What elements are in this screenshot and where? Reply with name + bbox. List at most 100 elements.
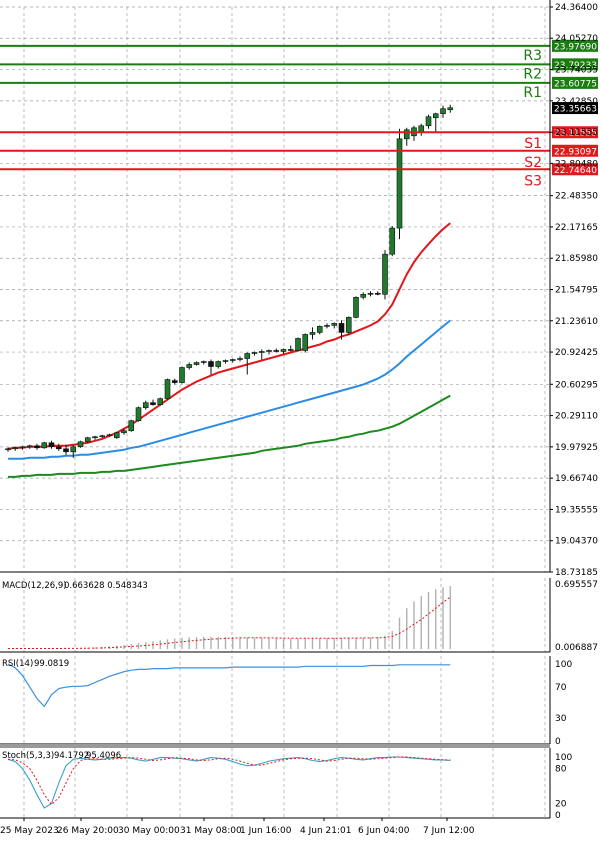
candle xyxy=(106,433,113,437)
candle-body-bull xyxy=(19,446,26,449)
support-value-s1: 23.11555 xyxy=(554,129,597,139)
candle xyxy=(128,419,135,432)
candle-body-bear xyxy=(150,402,156,405)
resistance-value-r2: 23.79233 xyxy=(554,61,597,71)
price-tick-label: 22.17165 xyxy=(555,223,598,233)
price-tick-label: 21.85980 xyxy=(555,254,598,264)
candle-body-bull xyxy=(92,436,98,439)
support-label-s1: S1 xyxy=(524,136,542,152)
price-tick-label: 19.66740 xyxy=(555,474,598,484)
candle xyxy=(389,226,396,257)
price-tick-label: 22.80480 xyxy=(555,159,598,169)
candle-body-bull xyxy=(389,227,396,255)
rsi-axis-label: 100 xyxy=(555,660,572,670)
resistance-label-r2: R2 xyxy=(523,66,542,82)
candle-body-bull xyxy=(200,361,207,363)
candle-body-bull xyxy=(5,448,11,451)
candle xyxy=(302,333,309,353)
candle xyxy=(215,360,222,369)
support-label-s2: S2 xyxy=(524,155,542,171)
resistance-value-r3: 23.97690 xyxy=(554,42,597,52)
candle-body-bull xyxy=(396,138,403,229)
candle-body-bull xyxy=(302,334,309,351)
candle xyxy=(258,349,265,360)
candle-body-bull xyxy=(222,360,229,362)
price-tick-label: 24.36400 xyxy=(555,3,598,13)
candle-body-bear xyxy=(48,442,55,448)
current-price-value: 23.35663 xyxy=(554,105,597,115)
candle-body-bear xyxy=(63,448,69,453)
candle xyxy=(251,351,258,356)
candle-body-bull xyxy=(360,294,367,298)
candle-body-bear xyxy=(374,293,381,295)
rsi-panel: RSI(14) 99.0819 100 70 30 0 xyxy=(2,659,572,747)
rsi-value: 99.0819 xyxy=(34,659,69,669)
candle xyxy=(26,444,33,449)
candle-body-bull xyxy=(121,430,127,434)
candle-body-bull xyxy=(266,350,272,352)
stoch-main-line xyxy=(7,756,451,809)
candle xyxy=(338,320,345,340)
candle xyxy=(280,348,287,354)
candle xyxy=(345,316,352,335)
candle xyxy=(84,436,91,443)
candle xyxy=(63,444,69,455)
price-tick-label: 19.97925 xyxy=(555,443,598,453)
time-tick-label: 25 May 2023 xyxy=(0,826,59,836)
candle xyxy=(229,358,236,363)
candle-body-bear xyxy=(338,323,345,333)
candle-body-bull xyxy=(106,434,113,437)
panel-separator xyxy=(0,744,550,748)
candle-body-bull xyxy=(324,325,330,327)
ma-slow-line xyxy=(8,394,451,478)
candle-body-bull xyxy=(447,107,454,111)
resistance-label-r1: R1 xyxy=(523,85,542,101)
panel-frames xyxy=(0,0,551,819)
candle-body-bull xyxy=(367,293,374,295)
stoch-axis-label: 80 xyxy=(555,765,567,775)
candle-body-bull xyxy=(77,441,84,448)
candle xyxy=(186,362,193,370)
candle xyxy=(374,291,381,296)
price-tick-label: 20.29110 xyxy=(555,412,598,422)
candle xyxy=(367,291,374,297)
candle xyxy=(432,112,439,133)
stoch-axis-label: 20 xyxy=(555,799,567,809)
candle xyxy=(273,348,280,353)
candle-body-bull xyxy=(237,358,243,360)
stoch-signal-line xyxy=(7,756,451,806)
candle xyxy=(266,349,272,355)
ma-mid-line xyxy=(8,319,451,460)
candle-body-bull xyxy=(84,437,91,443)
candle xyxy=(287,345,294,352)
candle-body-bull xyxy=(113,432,120,439)
macd-values: 0.663628 0.548343 xyxy=(64,581,148,591)
price-tick-label: 23.74035 xyxy=(555,66,598,76)
macd-axis-max: 0.695557 xyxy=(555,580,598,590)
candle xyxy=(5,447,11,452)
support-value-s2: 22.93097 xyxy=(554,147,597,157)
candle xyxy=(324,323,330,329)
price-tick-label: 24.05270 xyxy=(555,34,598,44)
stoch-value-1: 94.1792 xyxy=(54,751,89,761)
candle-body-bear xyxy=(55,446,62,450)
support-tag-bg xyxy=(552,163,598,176)
stoch-value-2: 95.4096 xyxy=(86,751,121,761)
candle xyxy=(12,446,19,451)
candle-body-bull xyxy=(295,338,301,351)
candle xyxy=(360,292,367,300)
support-resistance-levels: 23.97690 R3 23.79233 R2 23.60775 R1 23.11555 S1… xyxy=(0,39,598,189)
candle-body-bull xyxy=(403,129,410,140)
candle xyxy=(440,105,446,118)
candle xyxy=(142,400,149,410)
candle xyxy=(208,359,214,375)
price-tick-label: 22.48350 xyxy=(555,192,598,202)
candle xyxy=(157,397,164,406)
price-tick-label: 20.60295 xyxy=(555,380,598,390)
candle-body-bear xyxy=(287,349,294,351)
price-tick-label: 23.42850 xyxy=(555,97,598,107)
support-label-s3: S3 xyxy=(524,173,542,189)
candle-body-bear xyxy=(273,350,280,352)
time-tick-label: 31 May 08:00 xyxy=(180,826,242,836)
